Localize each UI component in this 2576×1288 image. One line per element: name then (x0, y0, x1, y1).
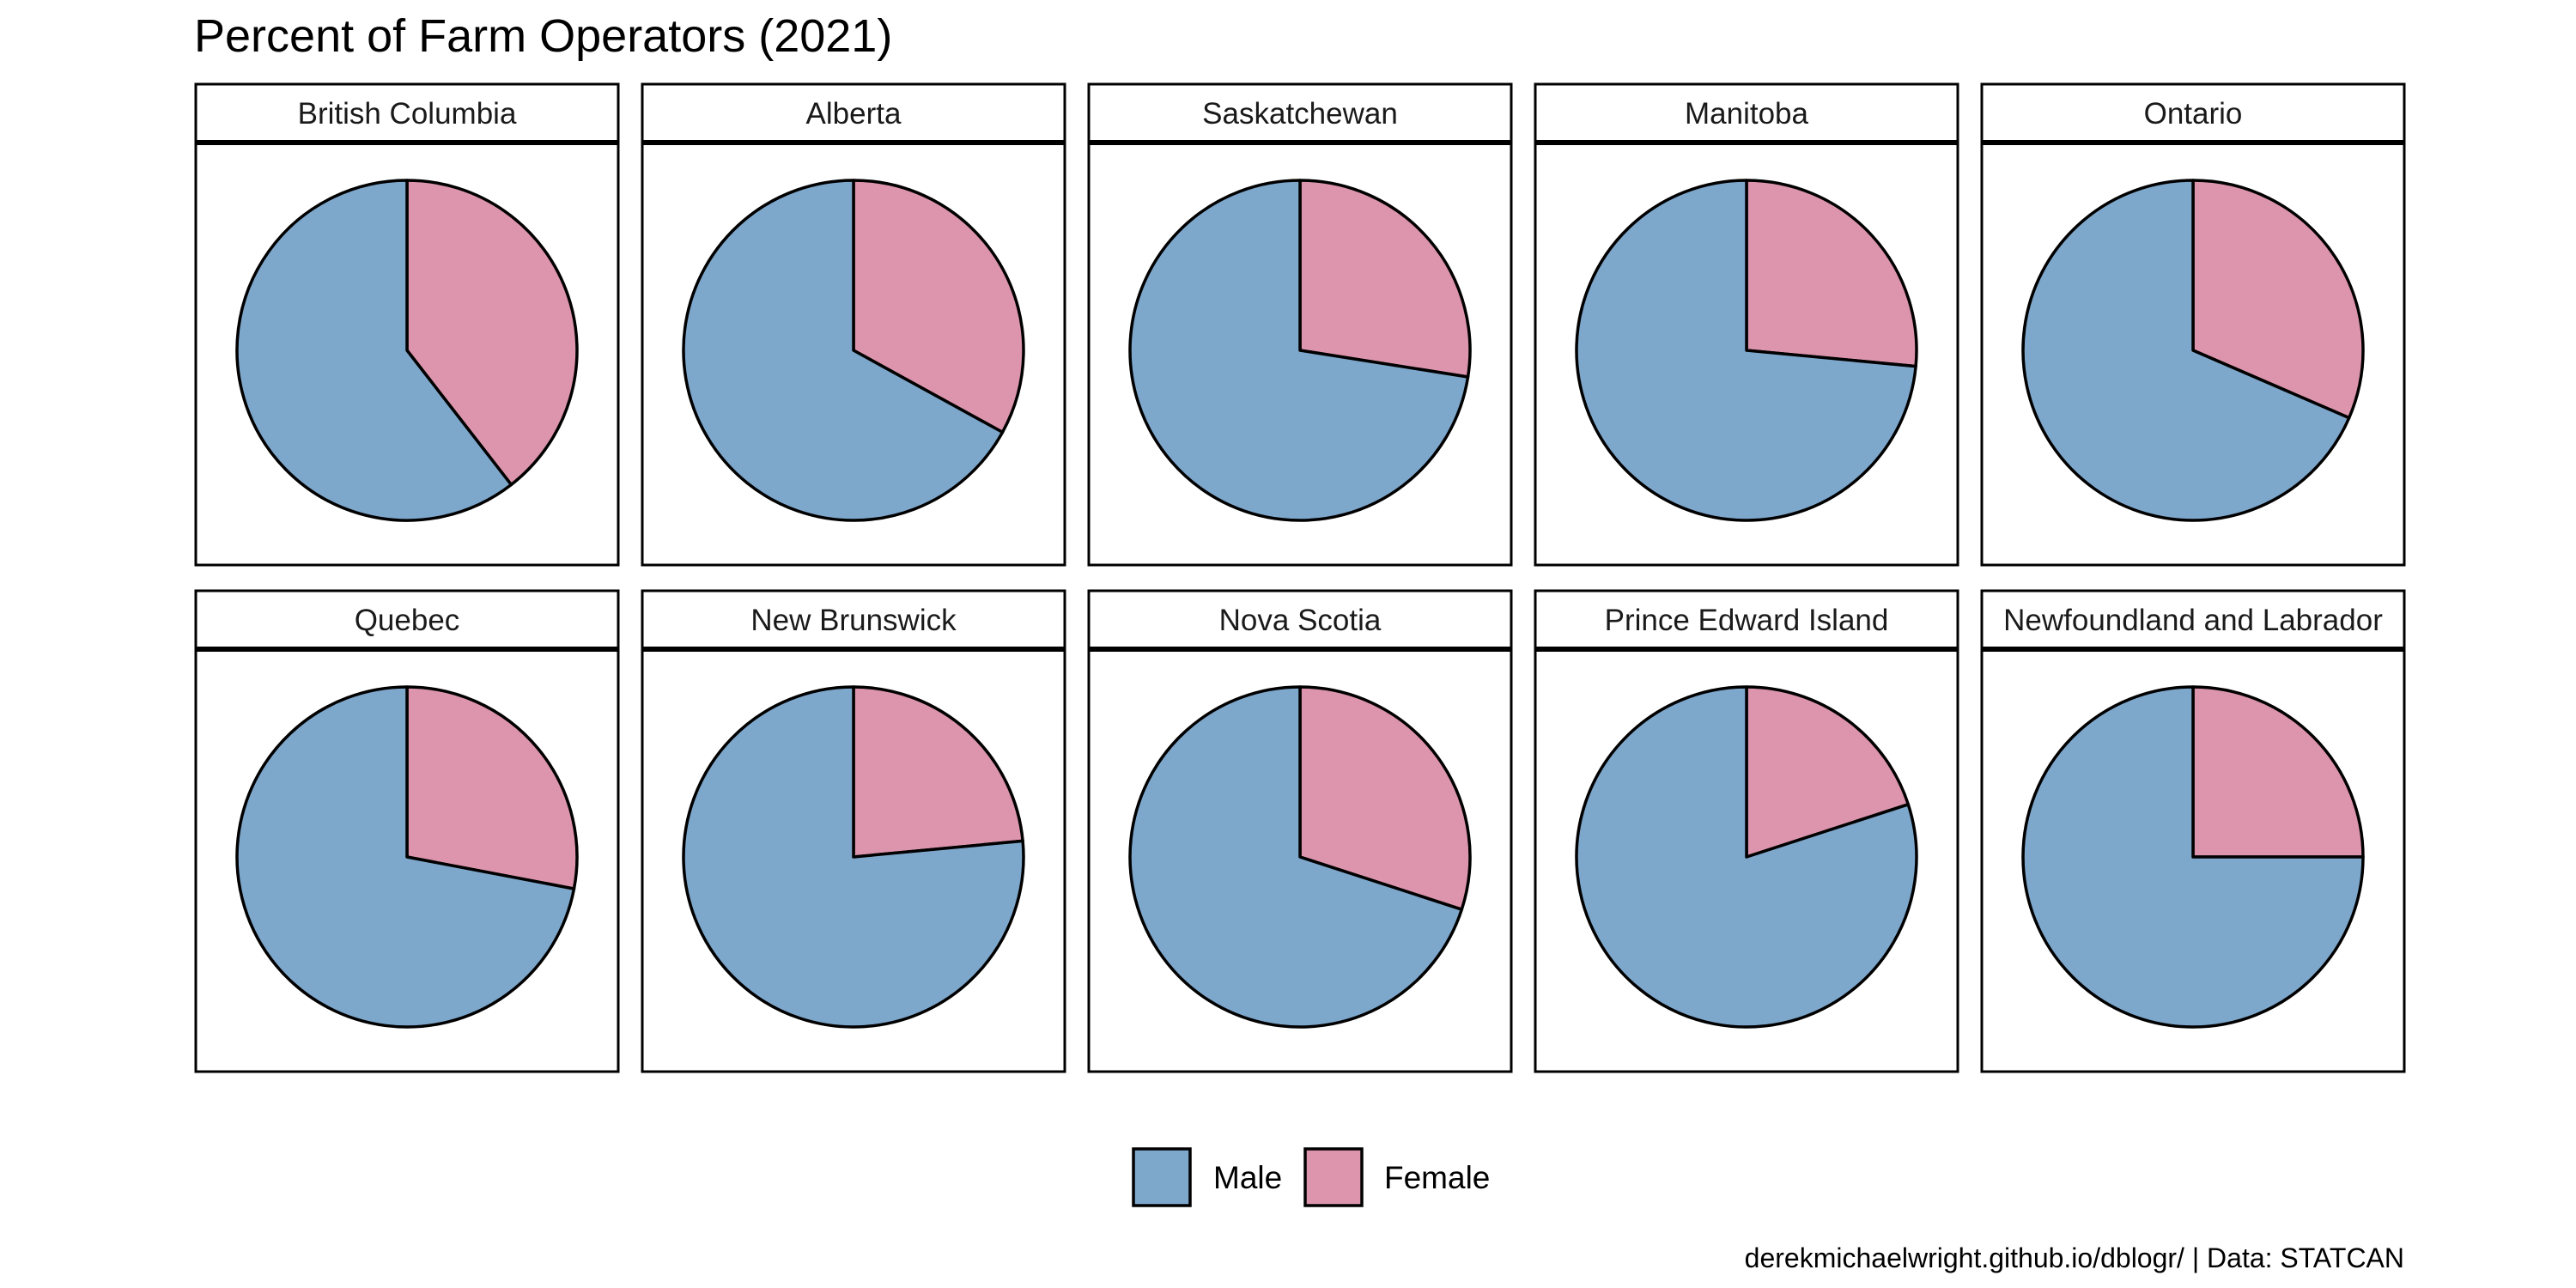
strip-background (1980, 82, 2406, 144)
strip-label: Manitoba (1685, 97, 1809, 131)
panel-newfoundland-and-labrador: Newfoundland and Labrador (1980, 589, 2406, 1073)
strip-label: Alberta (806, 97, 902, 131)
panel-nova-scotia: Nova Scotia (1087, 589, 1513, 1073)
pie-slice-male (235, 685, 576, 1029)
pie-slice-female (1298, 685, 1472, 911)
panel-quebec: Quebec (194, 589, 620, 1073)
strip-background (1087, 82, 1513, 144)
pie-slice-male (1575, 179, 1917, 522)
pie-slice-male (1575, 685, 1918, 1029)
panel-prince-edward-island: Prince Edward Island (1534, 589, 1959, 1073)
pie-slice-male (2021, 685, 2365, 1029)
pie-slice-male (682, 685, 1025, 1029)
legend-item-female: Female (1303, 1147, 1490, 1207)
pie-slice-female (2191, 179, 2365, 420)
pie-slice-male (682, 179, 1005, 522)
strip-background (1534, 82, 1959, 144)
strip-background (641, 589, 1066, 651)
strip-label: Prince Edward Island (1605, 604, 1889, 637)
strip-background (194, 82, 620, 144)
strip-label: Newfoundland and Labrador (2003, 604, 2383, 637)
chart-title: Percent of Farm Operators (2021) (194, 10, 892, 62)
legend-label-male: Male (1213, 1160, 1282, 1195)
strip-background (1087, 589, 1513, 651)
strip-label: Ontario (2144, 97, 2243, 131)
legend-item-male: Male (1132, 1147, 1282, 1207)
panel-saskatchewan: Saskatchewan (1087, 82, 1513, 567)
legend-swatch-female (1303, 1147, 1364, 1207)
legend-swatch-male (1132, 1147, 1192, 1207)
pie-slice-female (405, 179, 579, 487)
pie-slice-female (852, 685, 1024, 859)
strip-label: Nova Scotia (1219, 604, 1382, 637)
pie-slice-female (1745, 685, 1911, 859)
strip-label: British Columbia (298, 97, 517, 131)
pie-slice-male (235, 179, 513, 522)
panel-ontario: Ontario (1980, 82, 2406, 567)
panel-manitoba: Manitoba (1534, 82, 1959, 567)
strip-label: New Brunswick (750, 604, 957, 637)
pie-slice-male (2021, 179, 2351, 522)
strip-label: Saskatchewan (1202, 97, 1398, 131)
legend: Male Female (1132, 1147, 1490, 1207)
panel-grid: British Columbia Alberta Saskatchewan Manit… (194, 82, 2406, 1073)
panel-alberta: Alberta (641, 82, 1066, 567)
panel-british-columbia: British Columbia (194, 82, 620, 567)
panel-new-brunswick: New Brunswick (641, 589, 1066, 1073)
chart-caption: derekmichaelwright.github.io/dblogr/ | D… (1745, 1242, 2404, 1273)
strip-label: Quebec (355, 604, 460, 637)
pie-slice-female (852, 179, 1025, 434)
pie-slice-female (1298, 179, 1472, 379)
pie-slice-female (405, 685, 579, 890)
strip-background (194, 589, 620, 651)
strip-background (641, 82, 1066, 144)
pie-slice-male (1128, 685, 1464, 1029)
pie-slice-female (1745, 179, 1918, 368)
pie-slice-male (1128, 179, 1470, 522)
legend-label-female: Female (1384, 1160, 1490, 1195)
pie-slice-female (2191, 685, 2365, 859)
